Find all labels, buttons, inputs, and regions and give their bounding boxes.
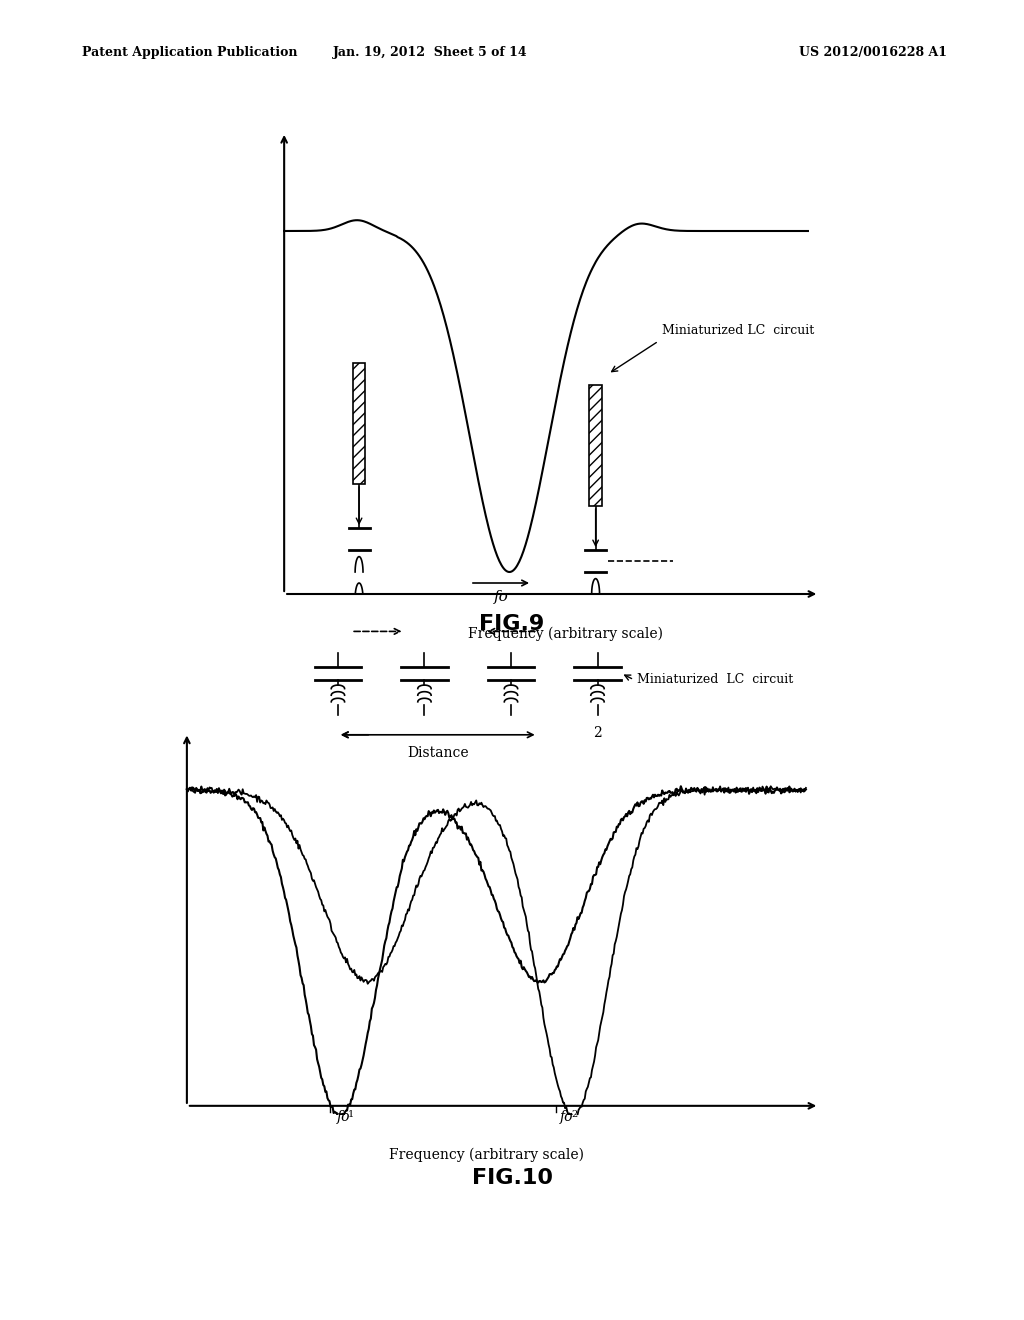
Text: fo: fo xyxy=(494,590,508,603)
Text: 1: 1 xyxy=(348,1110,354,1118)
Text: FIG.9: FIG.9 xyxy=(479,614,545,634)
Bar xyxy=(590,385,602,506)
Text: 2: 2 xyxy=(593,726,602,741)
Text: Distance: Distance xyxy=(407,746,469,760)
Text: Miniaturized LC  circuit: Miniaturized LC circuit xyxy=(662,323,814,337)
Text: Miniaturized  LC  circuit: Miniaturized LC circuit xyxy=(637,673,794,686)
Text: Frequency (arbitrary scale): Frequency (arbitrary scale) xyxy=(468,627,664,642)
Bar xyxy=(353,363,366,484)
Text: fo: fo xyxy=(337,1110,350,1123)
Text: US 2012/0016228 A1: US 2012/0016228 A1 xyxy=(799,46,947,59)
Text: FIG.10: FIG.10 xyxy=(471,1168,553,1188)
Text: 2: 2 xyxy=(571,1110,578,1118)
Text: Frequency (arbitrary scale): Frequency (arbitrary scale) xyxy=(389,1148,584,1163)
Text: Jan. 19, 2012  Sheet 5 of 14: Jan. 19, 2012 Sheet 5 of 14 xyxy=(333,46,527,59)
Text: fo: fo xyxy=(559,1110,573,1123)
Text: Patent Application Publication: Patent Application Publication xyxy=(82,46,297,59)
